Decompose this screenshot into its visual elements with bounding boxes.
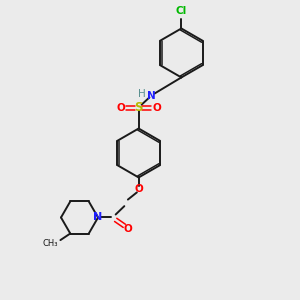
- Text: O: O: [123, 224, 132, 234]
- Text: S: S: [134, 101, 143, 114]
- Text: O: O: [116, 103, 125, 112]
- Text: Cl: Cl: [176, 6, 187, 16]
- Text: O: O: [152, 103, 161, 112]
- Text: CH₃: CH₃: [43, 238, 58, 247]
- Text: H: H: [138, 89, 146, 99]
- Text: N: N: [147, 91, 156, 101]
- Text: N: N: [93, 212, 103, 223]
- Text: O: O: [134, 184, 143, 194]
